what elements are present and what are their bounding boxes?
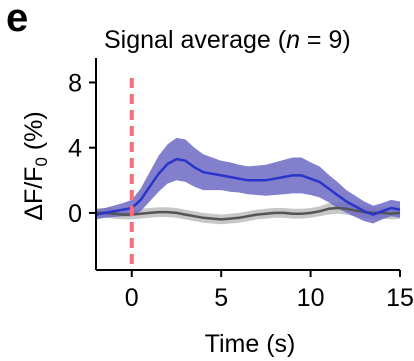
y-axis-label: ΔF/F0 (%) [20, 111, 51, 220]
x-tick-label: 10 [297, 284, 325, 312]
y-axis-label-main: ΔF/F [20, 167, 48, 221]
title-prefix: Signal average ( [104, 26, 287, 54]
chart-title: Signal average (n = 9) [104, 26, 351, 55]
x-tick-label: 15 [386, 284, 414, 312]
series-1-line [96, 206, 401, 221]
panel-label: e [6, 0, 29, 40]
series-lines [95, 157, 401, 221]
y-axis-label-subscript: 0 [32, 157, 51, 166]
x-tick-label: 5 [214, 284, 228, 312]
y-axis-label-unit: (%) [20, 111, 48, 157]
y-tick-label: 4 [68, 135, 82, 163]
title-suffix: = 9) [299, 26, 351, 54]
series-1-error-band [96, 202, 400, 225]
series-0-line [95, 157, 401, 216]
y-tick-label: 8 [68, 69, 82, 97]
x-axis-label: Time (s) [205, 330, 296, 358]
axes: 0 4 8 0 5 10 15 [68, 58, 414, 312]
y-tick-label: 0 [68, 200, 82, 228]
title-n-symbol: n [286, 26, 300, 54]
x-tick-label: 0 [125, 284, 139, 312]
